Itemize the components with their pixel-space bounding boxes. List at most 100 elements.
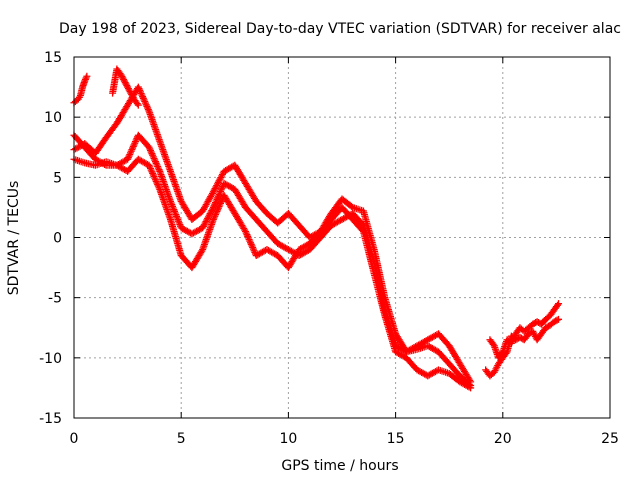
data-point: [141, 98, 149, 106]
data-point: [218, 184, 226, 192]
data-point: [151, 174, 159, 182]
data-point: [249, 245, 257, 253]
chart-title: Day 198 of 2023, Sidereal Day-to-day VTE…: [59, 21, 621, 37]
data-point: [136, 86, 144, 94]
data-point: [120, 76, 128, 84]
data-point: [154, 181, 162, 189]
data-point: [212, 209, 220, 217]
data-point: [199, 222, 207, 230]
data-point: [209, 215, 217, 223]
data-point: [211, 185, 219, 193]
data-point: [465, 383, 473, 391]
data-point: [555, 315, 563, 323]
data-point: [176, 221, 184, 229]
data-point: [151, 158, 159, 166]
data-point: [149, 169, 157, 177]
data-point: [214, 194, 222, 202]
data-point: [217, 199, 225, 207]
y-tick-label: -10: [39, 351, 62, 367]
data-point: [214, 204, 222, 212]
series-track-6: [486, 300, 563, 362]
data-point: [213, 180, 221, 188]
data-point: [243, 231, 251, 239]
data-point: [214, 178, 222, 186]
data-point: [127, 89, 135, 97]
data-point: [155, 184, 163, 192]
data-point: [245, 236, 253, 244]
data-point: [209, 203, 217, 211]
x-axis-title: GPS time / hours: [281, 458, 398, 474]
data-point: [153, 161, 161, 169]
data-point: [124, 85, 132, 93]
data-point: [173, 212, 181, 220]
data-point: [215, 191, 223, 199]
data-point: [358, 226, 366, 234]
data-point: [170, 206, 178, 214]
data-point: [213, 181, 221, 189]
data-point: [212, 211, 220, 219]
data-point: [467, 384, 475, 392]
data-point: [127, 147, 135, 155]
data-point: [209, 205, 217, 213]
data-point: [146, 146, 154, 154]
x-tick-label: 20: [494, 431, 512, 447]
data-point: [210, 186, 218, 194]
y-axis-title: SDTVAR / TECUs: [6, 181, 22, 296]
data-point: [144, 106, 152, 114]
data-point: [82, 74, 90, 82]
data-point: [152, 177, 160, 185]
data-point: [154, 182, 162, 190]
data-point: [202, 218, 210, 226]
data-point: [173, 214, 181, 222]
data-point: [121, 79, 129, 87]
data-point: [167, 199, 175, 207]
data-point: [131, 139, 139, 147]
y-tick-label: 15: [44, 50, 62, 66]
data-point: [141, 99, 149, 107]
data-point: [128, 92, 136, 100]
data-point: [217, 187, 225, 195]
data-point: [149, 151, 157, 159]
data-point: [212, 197, 220, 205]
series-track-5: [109, 65, 142, 109]
series-track-4: [70, 72, 91, 107]
data-point: [129, 144, 137, 152]
data-point: [117, 71, 125, 79]
x-tick-label: 25: [601, 431, 619, 447]
data-point: [169, 204, 177, 212]
data-point: [143, 102, 151, 110]
data-point: [213, 195, 221, 203]
x-tick-label: 10: [279, 431, 297, 447]
data-point: [83, 72, 91, 80]
data-point: [502, 349, 510, 357]
data-point: [204, 213, 212, 221]
data-point: [130, 141, 138, 149]
data-point: [124, 83, 132, 91]
data-point: [147, 166, 155, 174]
data-point: [151, 156, 159, 164]
data-point: [204, 214, 212, 222]
series-track-3: [70, 155, 475, 392]
data-point: [216, 175, 224, 183]
data-point: [247, 240, 255, 248]
data-point: [168, 202, 176, 210]
data-point: [145, 143, 153, 151]
data-point: [244, 234, 252, 242]
data-point: [218, 170, 226, 178]
data-point: [145, 161, 153, 169]
data-point: [242, 227, 250, 235]
data-point: [133, 100, 141, 108]
data-point: [210, 202, 218, 210]
data-point: [134, 83, 142, 91]
data-point: [248, 242, 256, 250]
y-tick-label: -15: [39, 411, 62, 427]
data-point: [132, 136, 140, 144]
data-point: [217, 186, 225, 194]
data-point: [126, 150, 134, 158]
data-point: [144, 104, 152, 112]
data-point: [154, 163, 162, 171]
data-point: [155, 166, 163, 174]
data-point: [205, 211, 213, 219]
data-point: [175, 219, 183, 227]
data-point: [81, 75, 89, 83]
